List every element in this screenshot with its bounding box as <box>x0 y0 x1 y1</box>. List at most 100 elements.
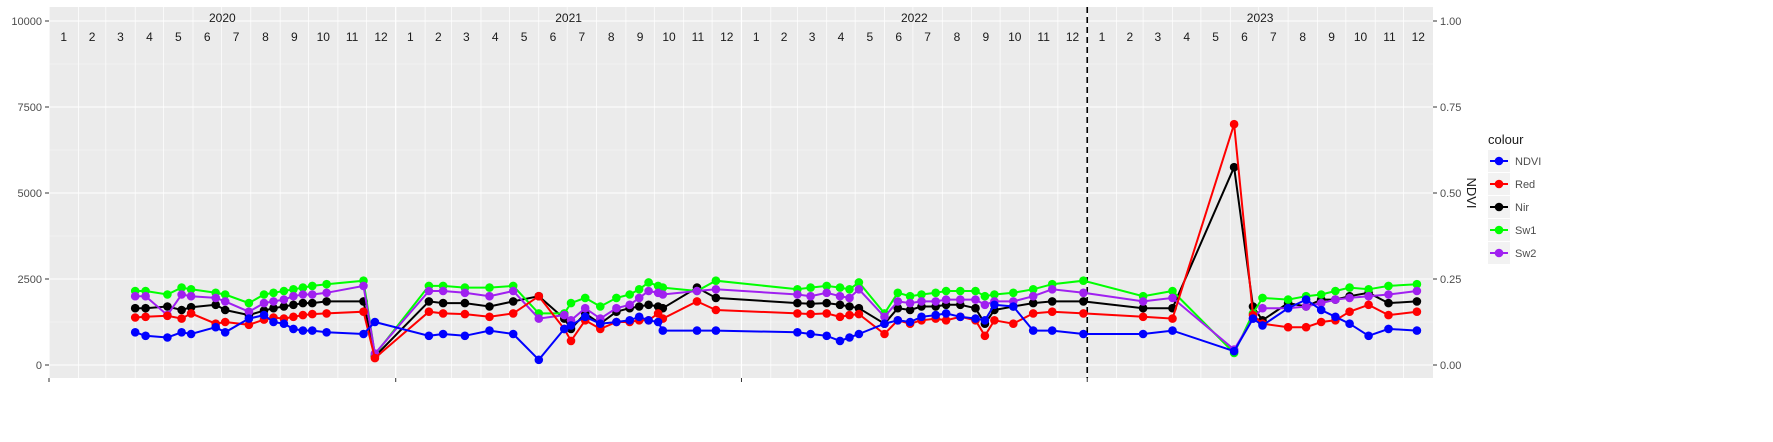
month-label: 4 <box>838 30 845 44</box>
data-point <box>269 303 278 313</box>
data-point <box>941 295 951 304</box>
data-point <box>1283 322 1293 332</box>
data-point <box>854 309 864 319</box>
data-point <box>534 314 544 323</box>
data-point <box>322 297 331 306</box>
series-ndvi <box>130 295 1422 365</box>
data-point <box>980 291 990 301</box>
data-point <box>322 328 331 337</box>
data-point <box>308 326 317 335</box>
legend-title: colour <box>1488 132 1524 147</box>
data-point <box>1168 286 1177 296</box>
legend-key-point <box>1494 202 1504 212</box>
month-label: 2 <box>435 30 442 44</box>
month-label: 4 <box>1183 30 1190 44</box>
month-label: 12 <box>720 30 734 44</box>
data-point <box>653 317 663 327</box>
data-point <box>1412 297 1422 306</box>
y-tick-label: 0 <box>36 360 42 372</box>
data-point <box>980 331 990 341</box>
legend-item-nir: Nir <box>1488 196 1529 218</box>
data-point <box>211 322 220 332</box>
month-label: 4 <box>492 30 499 44</box>
legend-label: Sw2 <box>1515 248 1536 260</box>
month-label: 12 <box>1412 30 1426 44</box>
data-point <box>1168 293 1177 303</box>
y2-tick-label: 0.25 <box>1440 274 1461 286</box>
data-point <box>1028 309 1038 318</box>
data-point <box>163 302 172 311</box>
month-label: 11 <box>1037 30 1050 44</box>
data-point <box>186 291 196 301</box>
data-point <box>1028 326 1038 335</box>
data-point <box>822 331 831 341</box>
data-point <box>793 290 802 299</box>
data-point <box>130 313 140 322</box>
data-point <box>1345 319 1354 329</box>
data-point <box>1283 295 1293 304</box>
data-point <box>793 328 802 337</box>
data-point <box>186 285 196 294</box>
legend-item-sw1: Sw1 <box>1488 219 1536 241</box>
data-point <box>560 310 569 320</box>
data-point <box>220 317 230 327</box>
data-point <box>424 331 434 341</box>
data-point <box>625 316 634 325</box>
month-label: 10 <box>317 30 331 44</box>
data-point <box>1316 305 1326 315</box>
year-label: 2020 <box>209 11 236 25</box>
data-point <box>508 309 518 318</box>
month-label: 3 <box>809 30 816 44</box>
data-point <box>289 285 298 294</box>
data-point <box>1047 285 1057 294</box>
data-point <box>1331 286 1340 296</box>
data-point <box>1301 302 1311 311</box>
data-point <box>1316 290 1326 299</box>
data-point <box>1384 324 1393 334</box>
data-point <box>1138 329 1148 339</box>
data-point <box>634 302 644 311</box>
data-point <box>711 326 721 335</box>
legend-label: NDVI <box>1515 156 1541 168</box>
data-point <box>1331 312 1340 322</box>
data-point <box>905 305 915 315</box>
data-point <box>220 297 230 306</box>
data-point <box>220 328 230 337</box>
month-label: 3 <box>1154 30 1161 44</box>
data-point <box>956 295 965 304</box>
data-point <box>822 281 831 291</box>
data-point <box>1047 297 1057 306</box>
data-point <box>534 355 544 365</box>
data-point <box>931 288 940 298</box>
data-point <box>424 297 434 306</box>
y-axis-right: 0.00 0.25 0.50 0.75 1.00 <box>1433 16 1461 372</box>
data-point <box>1364 291 1373 301</box>
data-point <box>424 286 434 296</box>
month-label: 2 <box>89 30 96 44</box>
legend-label: Nir <box>1515 202 1529 214</box>
data-point <box>658 290 668 299</box>
data-point <box>359 281 368 291</box>
data-point <box>835 291 845 301</box>
month-label: 8 <box>954 30 961 44</box>
legend-item-ndvi: NDVI <box>1488 150 1541 172</box>
data-point <box>1301 295 1311 304</box>
data-point <box>990 316 999 325</box>
data-point <box>1138 303 1148 313</box>
data-point <box>822 298 831 308</box>
data-point <box>1258 293 1267 303</box>
data-point <box>1301 322 1311 332</box>
data-point <box>460 331 470 341</box>
data-point <box>438 298 448 308</box>
data-point <box>1283 303 1293 313</box>
data-point <box>1412 326 1422 335</box>
data-point <box>485 302 494 311</box>
data-point <box>893 303 903 313</box>
data-point <box>806 309 815 319</box>
data-point <box>990 300 999 310</box>
month-label: 1 <box>753 30 760 44</box>
data-point <box>854 285 864 294</box>
data-point <box>1384 281 1393 291</box>
data-point <box>644 286 653 296</box>
y-axis-left: 0 2500 5000 7500 10000 <box>11 16 49 372</box>
